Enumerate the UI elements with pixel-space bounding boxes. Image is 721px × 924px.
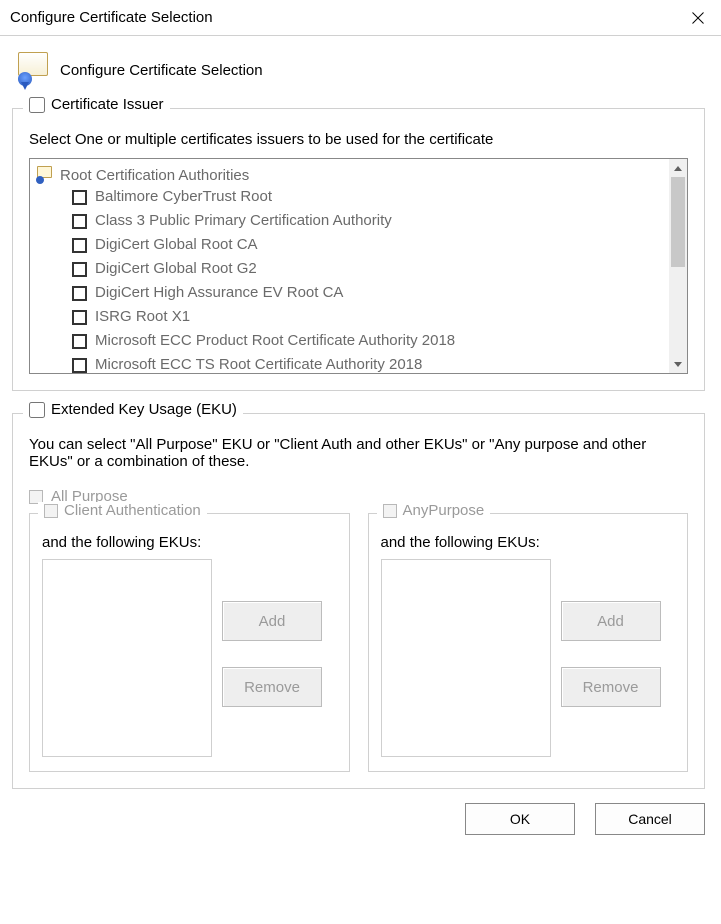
client-auth-remove-label: Remove	[244, 679, 300, 696]
any-purpose-add-button: Add	[561, 601, 661, 641]
dialog-footer: OK Cancel	[12, 789, 705, 835]
window-title: Configure Certificate Selection	[10, 9, 213, 26]
client-authentication-checkbox	[44, 504, 58, 518]
scroll-down-icon[interactable]	[669, 355, 687, 373]
eku-description: You can select "All Purpose" EKU or "Cli…	[29, 436, 688, 470]
eku-columns: Client Authentication and the following …	[29, 513, 688, 772]
tree-item-label: Class 3 Public Primary Certification Aut…	[95, 210, 392, 232]
certificate-icon	[16, 52, 52, 88]
certificate-folder-icon	[36, 166, 54, 184]
tree-item[interactable]: DigiCert Global Root CA	[72, 233, 663, 257]
cancel-button[interactable]: Cancel	[595, 803, 705, 835]
tree-item-label: DigiCert Global Root CA	[95, 234, 258, 256]
tree-item-label: DigiCert Global Root G2	[95, 258, 257, 280]
tree-item-label: Microsoft ECC Product Root Certificate A…	[95, 330, 455, 352]
any-purpose-checkbox	[383, 504, 397, 518]
client-auth-following-label: and the following EKUs:	[42, 534, 337, 551]
tree-children-container: Baltimore CyberTrust RootClass 3 Public …	[72, 185, 663, 373]
scroll-track[interactable]	[669, 177, 687, 355]
eku-group: Extended Key Usage (EKU) You can select …	[12, 413, 705, 789]
tree-item[interactable]: ISRG Root X1	[72, 305, 663, 329]
dialog-header-title: Configure Certificate Selection	[60, 62, 263, 79]
client-authentication-legend-label: Client Authentication	[64, 502, 201, 519]
certificate-issuer-group: Certificate Issuer Select One or multipl…	[12, 108, 705, 391]
any-purpose-legend: AnyPurpose	[377, 502, 491, 519]
tree-item-checkbox[interactable]	[72, 238, 87, 253]
tree-root-node[interactable]: Root Certification Authorities	[36, 165, 663, 185]
tree-item-checkbox[interactable]	[72, 190, 87, 205]
eku-legend-label: Extended Key Usage (EKU)	[51, 401, 237, 418]
tree-item[interactable]: Microsoft ECC Product Root Certificate A…	[72, 329, 663, 353]
tree-item-label: DigiCert High Assurance EV Root CA	[95, 282, 343, 304]
client-authentication-legend: Client Authentication	[38, 502, 207, 519]
client-auth-remove-button: Remove	[222, 667, 322, 707]
tree-item[interactable]: Baltimore CyberTrust Root	[72, 185, 663, 209]
tree-item-checkbox[interactable]	[72, 214, 87, 229]
tree-item-checkbox[interactable]	[72, 358, 87, 373]
tree-root-label: Root Certification Authorities	[60, 167, 249, 184]
eku-checkbox[interactable]	[29, 402, 45, 418]
any-purpose-eku-listbox	[381, 559, 551, 757]
tree-item[interactable]: DigiCert Global Root G2	[72, 257, 663, 281]
any-purpose-group: AnyPurpose and the following EKUs: Add R…	[368, 513, 689, 772]
scroll-up-icon[interactable]	[669, 159, 687, 177]
dialog-content: Configure Certificate Selection Certific…	[0, 36, 721, 847]
tree-item-checkbox[interactable]	[72, 334, 87, 349]
cancel-button-label: Cancel	[628, 811, 672, 827]
ok-button-label: OK	[510, 811, 530, 827]
tree-item[interactable]: DigiCert High Assurance EV Root CA	[72, 281, 663, 305]
certificate-issuer-legend-label: Certificate Issuer	[51, 96, 164, 113]
ok-button[interactable]: OK	[465, 803, 575, 835]
client-auth-eku-listbox	[42, 559, 212, 757]
any-purpose-remove-label: Remove	[583, 679, 639, 696]
tree-item-label: Baltimore CyberTrust Root	[95, 186, 272, 208]
tree-item-label: Microsoft ECC TS Root Certificate Author…	[95, 354, 422, 373]
tree-item-checkbox[interactable]	[72, 262, 87, 277]
dialog-header: Configure Certificate Selection	[16, 52, 705, 88]
tree-item[interactable]: Microsoft ECC TS Root Certificate Author…	[72, 353, 663, 373]
close-icon	[692, 12, 704, 24]
certificate-tree-body[interactable]: Root Certification Authorities Baltimore…	[30, 159, 669, 373]
tree-item-checkbox[interactable]	[72, 310, 87, 325]
tree-item-label: ISRG Root X1	[95, 306, 190, 328]
close-button[interactable]	[675, 0, 721, 36]
client-auth-add-button: Add	[222, 601, 322, 641]
client-auth-add-label: Add	[259, 613, 286, 630]
client-authentication-group: Client Authentication and the following …	[29, 513, 350, 772]
tree-item-checkbox[interactable]	[72, 286, 87, 301]
certificate-issuer-description: Select One or multiple certificates issu…	[29, 131, 688, 148]
any-purpose-following-label: and the following EKUs:	[381, 534, 676, 551]
scroll-thumb[interactable]	[671, 177, 685, 267]
certificate-issuer-legend: Certificate Issuer	[23, 96, 170, 113]
any-purpose-legend-label: AnyPurpose	[403, 502, 485, 519]
any-purpose-add-label: Add	[597, 613, 624, 630]
titlebar: Configure Certificate Selection	[0, 0, 721, 36]
scrollbar[interactable]	[669, 159, 687, 373]
eku-legend: Extended Key Usage (EKU)	[23, 401, 243, 418]
certificate-issuer-checkbox[interactable]	[29, 97, 45, 113]
certificate-tree: Root Certification Authorities Baltimore…	[29, 158, 688, 374]
tree-item[interactable]: Class 3 Public Primary Certification Aut…	[72, 209, 663, 233]
any-purpose-remove-button: Remove	[561, 667, 661, 707]
